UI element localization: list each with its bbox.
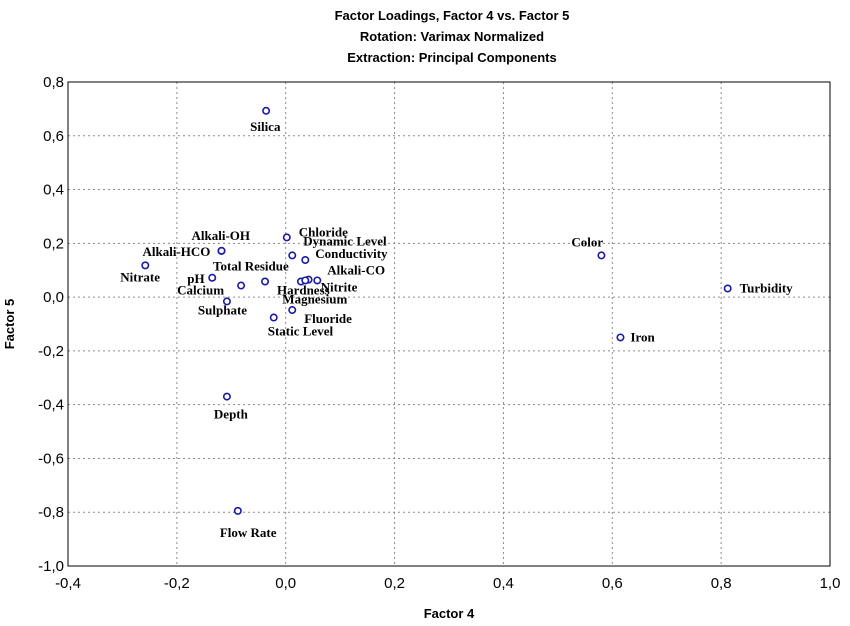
data-point-label: Alkali-OH (191, 228, 250, 243)
data-point-label: Turbidity (740, 281, 793, 296)
data-point (723, 284, 732, 293)
data-point (301, 276, 310, 285)
data-point-label: Silica (250, 119, 281, 134)
data-point (288, 251, 297, 260)
data-point-label: Sulphate (198, 302, 247, 317)
data-point-label: Dynamic Level (303, 233, 387, 248)
x-tick-label: 0,8 (711, 575, 732, 592)
data-point-label: Chloride (299, 224, 348, 239)
chart-title-line-3: Extraction: Principal Components (347, 50, 556, 65)
x-tick-label: 0,2 (384, 575, 405, 592)
data-points (141, 106, 732, 515)
data-point-label: Calcium (177, 283, 224, 298)
y-tick-label: -0,4 (38, 397, 64, 414)
data-point (233, 506, 242, 515)
data-point (269, 313, 278, 322)
data-point-label: Total Residue (213, 259, 289, 274)
grid-lines (68, 82, 830, 566)
y-tick-label: 0,2 (43, 235, 64, 252)
data-point (616, 333, 625, 342)
chart-title-line-1: Factor Loadings, Factor 4 vs. Factor 5 (335, 8, 570, 23)
data-point (301, 256, 310, 265)
y-tick-label: -0,2 (38, 343, 64, 360)
data-point (313, 276, 322, 285)
data-point (282, 233, 291, 242)
y-tick-label: 0,4 (43, 182, 64, 199)
data-point (262, 106, 271, 115)
x-tick-label: 0,4 (493, 575, 514, 592)
data-point-label: Color (571, 234, 603, 249)
data-point-label: Static Level (268, 324, 334, 339)
x-tick-label: -0,4 (55, 575, 81, 592)
y-tick-label: -0,6 (38, 450, 64, 467)
y-tick-label: -1,0 (38, 558, 64, 575)
chart-title: Factor Loadings, Factor 4 vs. Factor 5 R… (335, 8, 570, 65)
y-tick-label: 0,0 (43, 289, 64, 306)
data-point (288, 306, 297, 315)
data-point (222, 392, 231, 401)
y-tick-label: 0,8 (43, 74, 64, 91)
data-point (222, 297, 231, 306)
data-point-label: Nitrite (321, 280, 358, 295)
data-point-label: Magnesium (282, 291, 347, 306)
x-axis-label: Factor 4 (424, 606, 475, 621)
data-point-label: Alkali-CO (327, 262, 385, 277)
data-point-label: Flow Rate (220, 525, 277, 540)
data-point-label: Fluoride (304, 311, 352, 326)
data-point (261, 277, 270, 286)
chart-title-line-2: Rotation: Varimax Normalized (360, 29, 544, 44)
data-point-label: Nitrate (120, 269, 160, 284)
data-point-label: Depth (214, 407, 249, 422)
x-tick-label: 0,6 (602, 575, 623, 592)
data-point-label: pH (187, 271, 204, 286)
data-point (141, 261, 150, 270)
y-tick-label: 0,6 (43, 128, 64, 145)
y-tick-label: -0,8 (38, 504, 64, 521)
data-point-label: Hardness (277, 283, 330, 298)
data-point-label: Iron (630, 329, 655, 344)
data-point (208, 273, 217, 282)
x-tick-label: 1,0 (820, 575, 841, 592)
plot-frame (67, 81, 831, 567)
data-point (217, 246, 226, 255)
data-point (237, 281, 246, 290)
x-tick-label: 0,0 (275, 575, 296, 592)
data-point (597, 251, 606, 260)
tick-labels: -0,4 -0,2 0,0 0,2 0,4 0,6 0,8 1,0 -1,0 -0,8 -0,6 -0… (38, 74, 840, 592)
data-point-label: Conductivity (315, 246, 388, 261)
data-point-label: Alkali-HCO (142, 244, 210, 259)
x-tick-label: -0,2 (164, 575, 190, 592)
y-axis-label: Factor 5 (2, 299, 17, 350)
